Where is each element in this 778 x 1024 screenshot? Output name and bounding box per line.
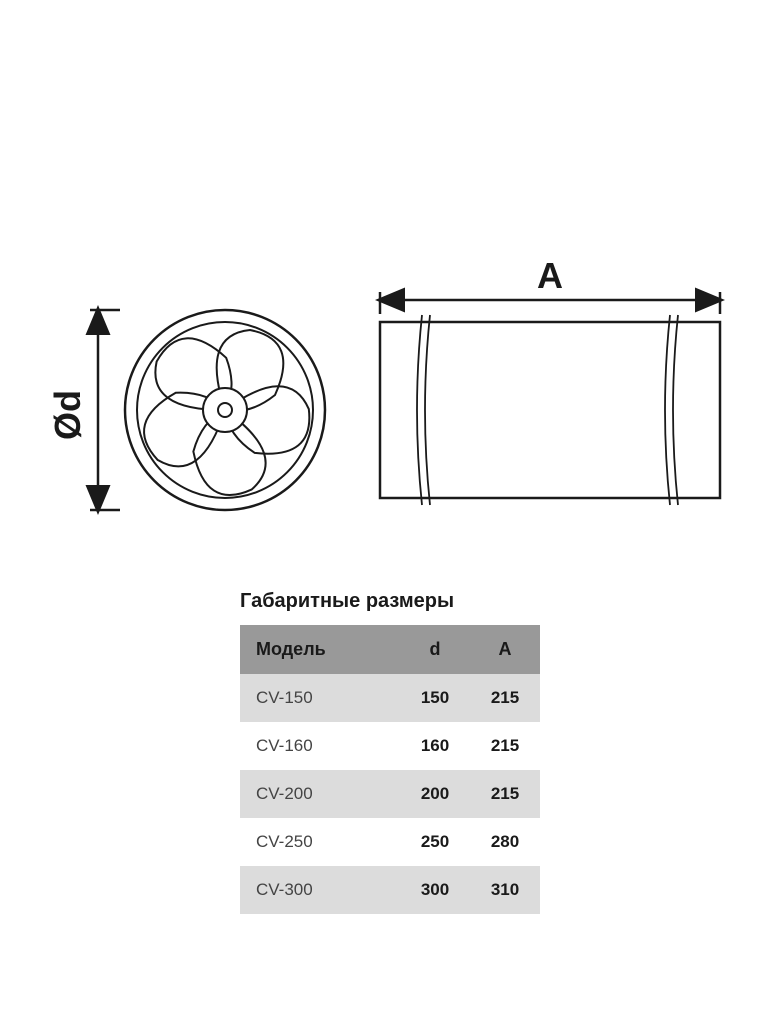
table-row: CV-250250280: [240, 818, 540, 866]
band-left-2: [425, 315, 430, 505]
cell-model: CV-250: [240, 818, 400, 866]
cylinder-body: [380, 322, 720, 498]
table-header-row: Модель d A: [240, 625, 540, 674]
technical-diagram: Ød A: [50, 250, 730, 530]
table-row: CV-150150215: [240, 674, 540, 722]
front-view: Ød: [50, 310, 325, 510]
col-d: d: [400, 625, 470, 674]
dimensions-table-area: Габаритные размеры Модель d A CV-1501502…: [240, 590, 540, 914]
cell-model: CV-150: [240, 674, 400, 722]
diagram-svg: Ød A: [50, 250, 730, 530]
band-right-1: [665, 315, 670, 505]
col-a: A: [470, 625, 540, 674]
cell-a: 280: [470, 818, 540, 866]
label-d: Ød: [50, 390, 88, 440]
cell-model: CV-160: [240, 722, 400, 770]
hub-outer: [203, 388, 247, 432]
table-row: CV-200200215: [240, 770, 540, 818]
cell-d: 160: [400, 722, 470, 770]
band-right-2: [673, 315, 678, 505]
cell-a: 215: [470, 770, 540, 818]
side-view: A: [380, 255, 720, 505]
dimensions-table: Модель d A CV-150150215CV-160160215CV-20…: [240, 625, 540, 914]
col-model: Модель: [240, 625, 400, 674]
cell-d: 150: [400, 674, 470, 722]
cell-a: 310: [470, 866, 540, 914]
cell-d: 250: [400, 818, 470, 866]
cell-a: 215: [470, 722, 540, 770]
band-left-1: [417, 315, 422, 505]
label-a: A: [537, 255, 563, 296]
table-row: CV-300300310: [240, 866, 540, 914]
table-title: Габаритные размеры: [240, 590, 540, 613]
cell-model: CV-200: [240, 770, 400, 818]
cell-d: 300: [400, 866, 470, 914]
cell-a: 215: [470, 674, 540, 722]
cell-model: CV-300: [240, 866, 400, 914]
table-row: CV-160160215: [240, 722, 540, 770]
cell-d: 200: [400, 770, 470, 818]
